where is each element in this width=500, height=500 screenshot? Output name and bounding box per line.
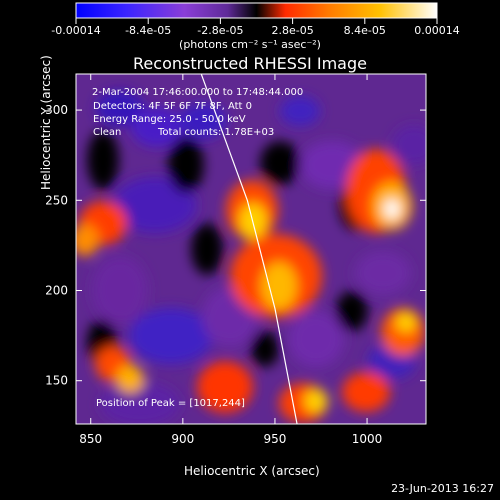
heatmap-blob (76, 224, 99, 256)
x-axis-label: Heliocentric X (arcsec) (184, 464, 320, 478)
heatmap-blob (100, 382, 180, 424)
solar-limb-line (200, 74, 298, 424)
footer-date: 23-Jun-2013 16:27 (391, 482, 494, 495)
heatmap-blob (92, 256, 148, 324)
colorbar (75, 2, 438, 19)
heatmap-blob (96, 90, 144, 126)
y-tick-label: 300 (45, 103, 68, 117)
detectors-annotation: Detectors: 4F 5F 6F 7F 8F, Att 0 (93, 101, 253, 112)
heatmap-blob (113, 177, 197, 233)
heatmap-blob (304, 389, 328, 413)
heatmap-blob (396, 312, 416, 332)
heatmap-blob (191, 223, 223, 275)
heatmap-blob (87, 130, 119, 190)
y-tick-label: 150 (45, 374, 68, 388)
heatmap-blob (355, 251, 411, 295)
heatmap-blob (251, 331, 279, 367)
method-annotation: Clean (93, 127, 122, 138)
y-tick-label: 250 (45, 193, 68, 207)
colorbar-tick-label: -0.00014 (51, 24, 101, 37)
heatmap-blob (336, 291, 368, 331)
heatmap-blob (131, 107, 183, 147)
y-axis-label: Heliocentric Y (arcsec) (39, 55, 53, 190)
x-tick-label: 900 (171, 432, 194, 446)
heatmap-blob (260, 141, 300, 185)
x-tick-label: 850 (79, 432, 102, 446)
colorbar-tick-label: 8.4e-05 (343, 24, 386, 37)
energy-annotation: Energy Range: 25.0 - 50.0 keV (93, 114, 246, 125)
x-tick-label: 1000 (352, 432, 383, 446)
colorbar-tick-label: 2.8e-05 (271, 24, 314, 37)
colorbar-tick-label: 0.00014 (414, 24, 460, 37)
colorbar-tick-label: -2.8e-05 (197, 24, 244, 37)
colorbar-label: (photons cm⁻² s⁻¹ asec⁻²) (179, 38, 321, 51)
axis-ticks: 850 900 950 1000 150 200 250 300 (45, 18, 438, 446)
plot-frame (75, 73, 427, 425)
heatmap-blob (392, 125, 426, 165)
heatmap-blob (168, 137, 204, 193)
heatmap-blob (288, 311, 344, 367)
colorbar-tick-label: -8.4e-05 (125, 24, 172, 37)
y-tick-label: 200 (45, 283, 68, 297)
heatmap-group (76, 74, 426, 424)
peak-position-annotation: Position of Peak = [1017,244] (96, 398, 245, 409)
heatmap-blob (116, 365, 144, 393)
chart-title: Reconstructed RHESSI Image (133, 54, 367, 73)
x-tick-label: 950 (263, 432, 286, 446)
time-range-annotation: 2-Mar-2004 17:46:00.000 to 17:48:44.000 (92, 87, 304, 98)
heatmap-blob (197, 361, 253, 413)
total-counts-annotation: Total counts: 1.78E+03 (158, 127, 275, 138)
heatmap-blob (384, 199, 400, 219)
heatmap-blob (261, 262, 297, 310)
heatmap-blob (280, 96, 320, 126)
heatmap-blob (129, 308, 213, 364)
heatmap-blob (342, 372, 390, 412)
